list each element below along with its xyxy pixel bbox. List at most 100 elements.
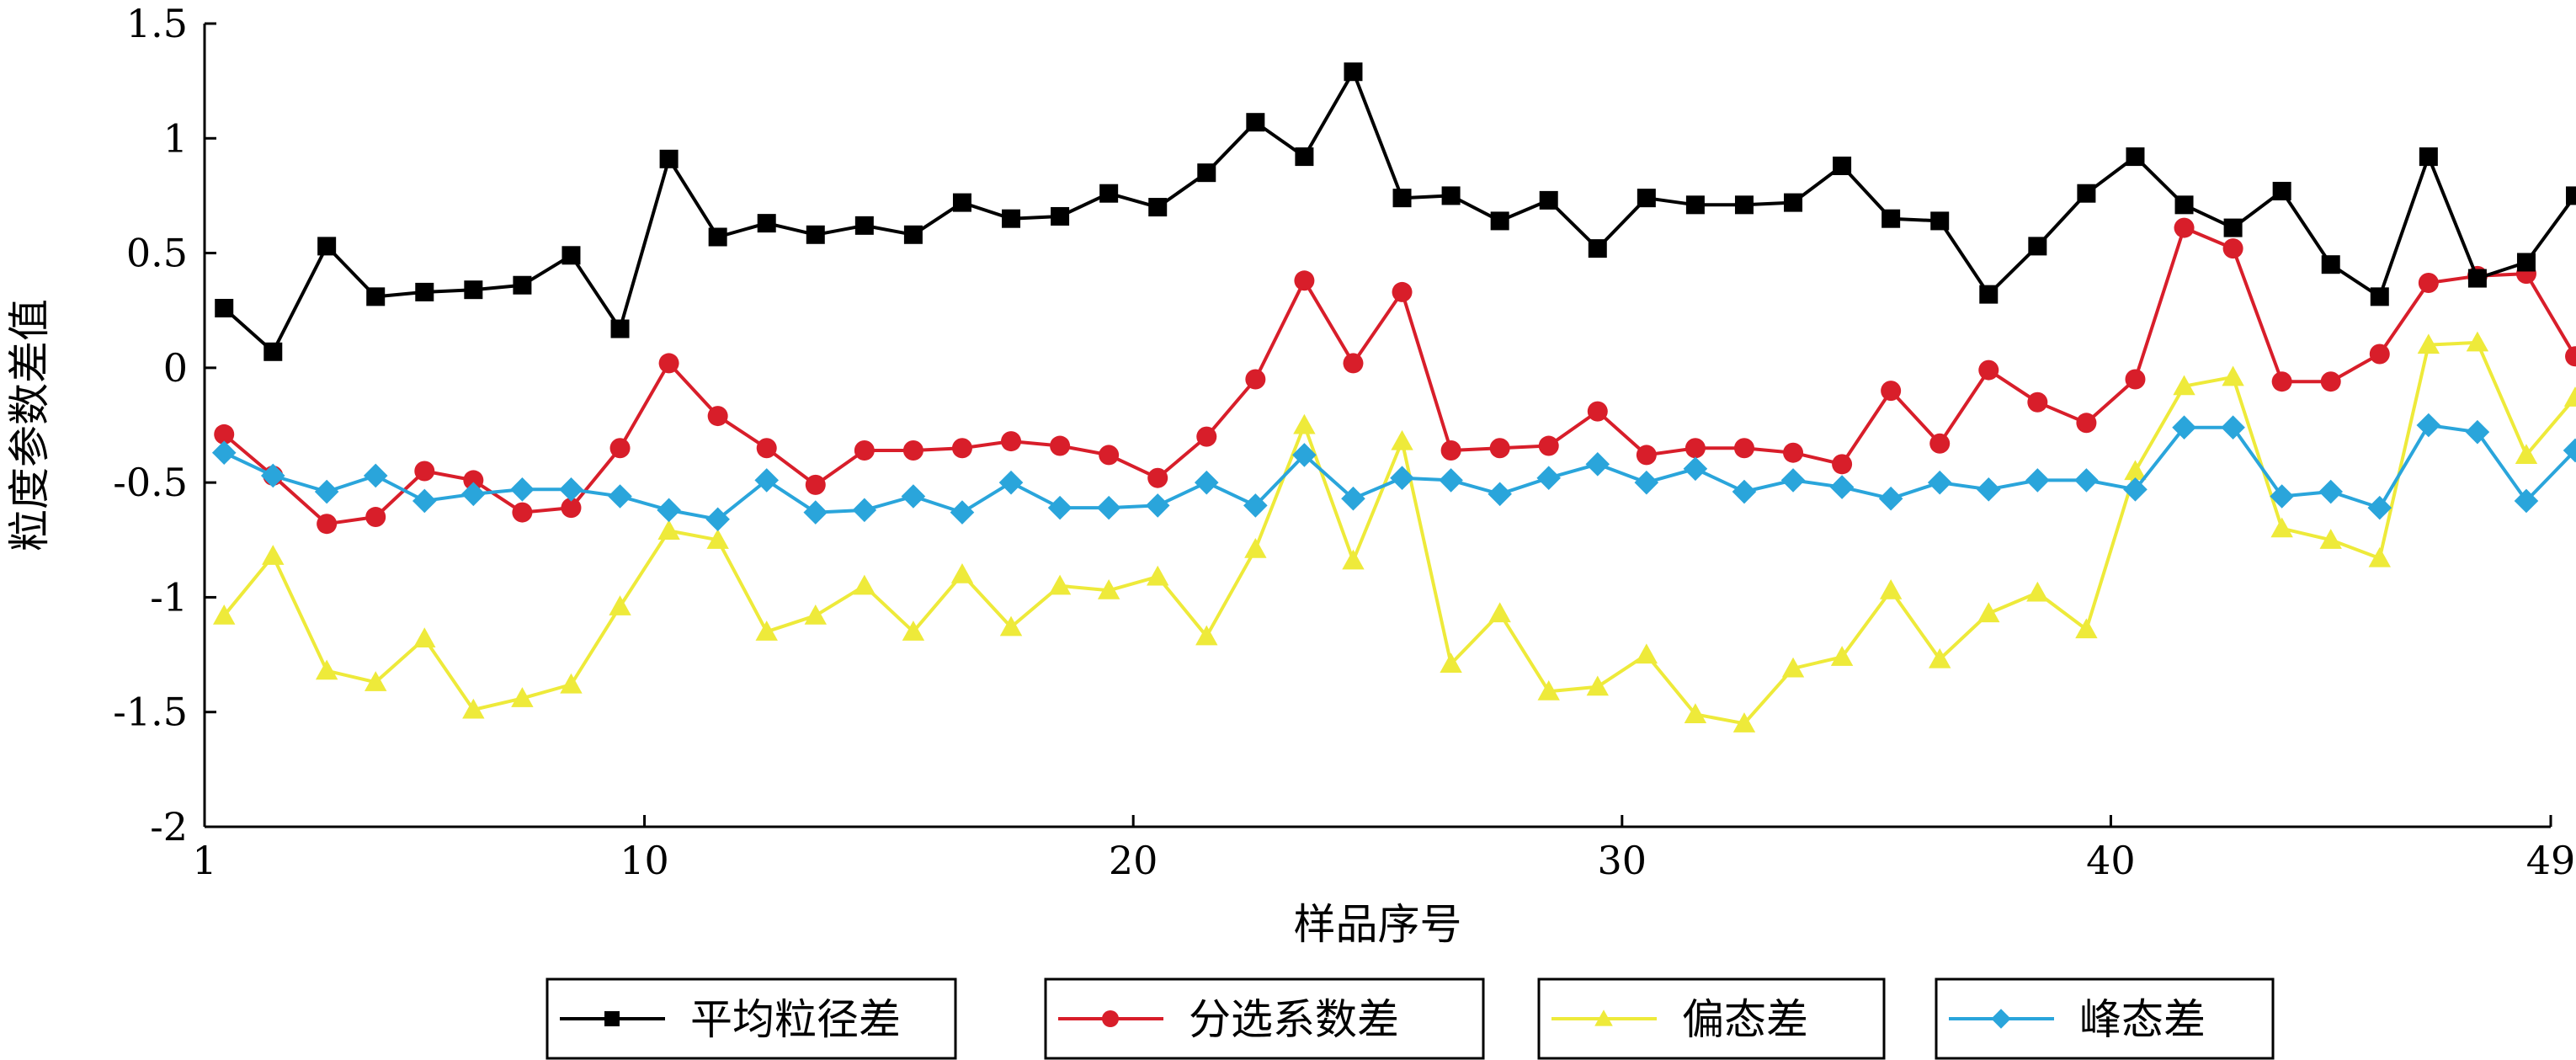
y-tick-label: 1 [163, 115, 188, 161]
data-point [562, 246, 581, 265]
data-point [1245, 369, 1266, 390]
data-point [363, 463, 388, 488]
data-point [1439, 468, 1463, 493]
data-point [998, 470, 1024, 495]
y-tick-label: -2 [150, 804, 188, 850]
legend-label: 分选系数差 [1189, 995, 1399, 1044]
data-point [2515, 444, 2538, 464]
data-point [2077, 184, 2096, 203]
legend-label: 平均粒径差 [690, 995, 901, 1044]
data-point [464, 280, 483, 300]
data-point [2516, 253, 2536, 272]
data-point [414, 461, 435, 482]
data-point [214, 423, 235, 445]
y-tick-label: 1.5 [126, 1, 188, 46]
data-point [2563, 438, 2576, 463]
data-point [510, 477, 535, 502]
data-point [903, 225, 923, 244]
data-point [2124, 460, 2147, 481]
data-point [2172, 415, 2196, 440]
data-point [2514, 488, 2539, 514]
data-point [2174, 195, 2194, 215]
data-point [1878, 486, 1903, 511]
data-point [1732, 479, 1757, 504]
data-point [657, 498, 681, 523]
data-point [2563, 386, 2576, 407]
data-point [1734, 195, 1754, 215]
data-point [1685, 195, 1705, 215]
data-point [1979, 285, 1999, 304]
data-point [608, 484, 632, 509]
data-point [2270, 517, 2293, 538]
data-point [513, 275, 532, 295]
data-point [2321, 255, 2340, 274]
data-point [2466, 331, 2489, 352]
data-point [952, 193, 971, 212]
data-point [260, 463, 285, 488]
data-point [755, 621, 778, 641]
x-tick-label: 49 [2526, 838, 2576, 883]
data-point [2319, 529, 2342, 549]
data-point [1927, 470, 1952, 495]
data-point [1929, 433, 1951, 454]
data-point [804, 605, 827, 625]
data-point [1635, 643, 1658, 664]
data-point [1784, 193, 1803, 212]
data-point [317, 514, 338, 535]
data-point [2320, 371, 2341, 392]
x-tick-label: 40 [2086, 838, 2136, 883]
x-axis-title: 样品序号 [1294, 900, 1462, 949]
legend-item: 分选系数差 [1044, 977, 1485, 1060]
legend-box [1044, 977, 1485, 1060]
data-point [461, 482, 486, 507]
data-point [2416, 413, 2441, 438]
data-point [1636, 445, 1657, 466]
data-point [2270, 484, 2294, 509]
data-point [1685, 438, 1706, 459]
data-point [1002, 209, 1021, 228]
data-point [2566, 186, 2576, 205]
data-point [609, 438, 631, 459]
data-point [757, 214, 776, 233]
data-point [2076, 413, 2097, 434]
data-point [1536, 466, 1562, 490]
data-point [658, 353, 679, 374]
y-tick-label: 0 [163, 345, 188, 391]
legend-item: 平均粒径差 [546, 977, 957, 1060]
data-point [1488, 602, 1511, 623]
data-point [1292, 443, 1317, 467]
data-point [1733, 438, 1754, 459]
data-point [1001, 431, 1022, 452]
legend-marker [1991, 1009, 2011, 1029]
series-layer [211, 62, 2576, 732]
data-point [1295, 147, 1314, 167]
series-1 [215, 62, 2576, 361]
data-point [365, 507, 386, 528]
x-tick-label: 20 [1109, 838, 1158, 883]
data-point [1490, 211, 1509, 231]
x-tick-label: 1 [192, 838, 216, 883]
data-point [1929, 647, 1951, 668]
data-point [1783, 442, 1804, 463]
data-point [1881, 209, 1901, 228]
legend-item: 峰态差 [1935, 977, 2275, 1060]
legend-item: 偏态差 [1537, 977, 1886, 1060]
data-point [1392, 281, 1413, 302]
data-point [1586, 675, 1609, 696]
axes: 1.510.50-0.5-1-1.5-21 10 20 30 40 49 [113, 1, 2575, 883]
legend-box [1935, 977, 2275, 1060]
data-point [1683, 456, 1708, 482]
data-point [1441, 186, 1461, 205]
data-point [2318, 479, 2344, 504]
data-point [1099, 445, 1120, 466]
data-point [262, 545, 285, 565]
data-point [1344, 62, 1363, 82]
data-point [1244, 537, 1267, 558]
data-point [1197, 163, 1216, 183]
data-point [2222, 365, 2244, 386]
data-point [1930, 211, 1950, 231]
data-point [706, 529, 729, 549]
data-point [1978, 360, 1999, 381]
data-point [1194, 470, 1219, 495]
